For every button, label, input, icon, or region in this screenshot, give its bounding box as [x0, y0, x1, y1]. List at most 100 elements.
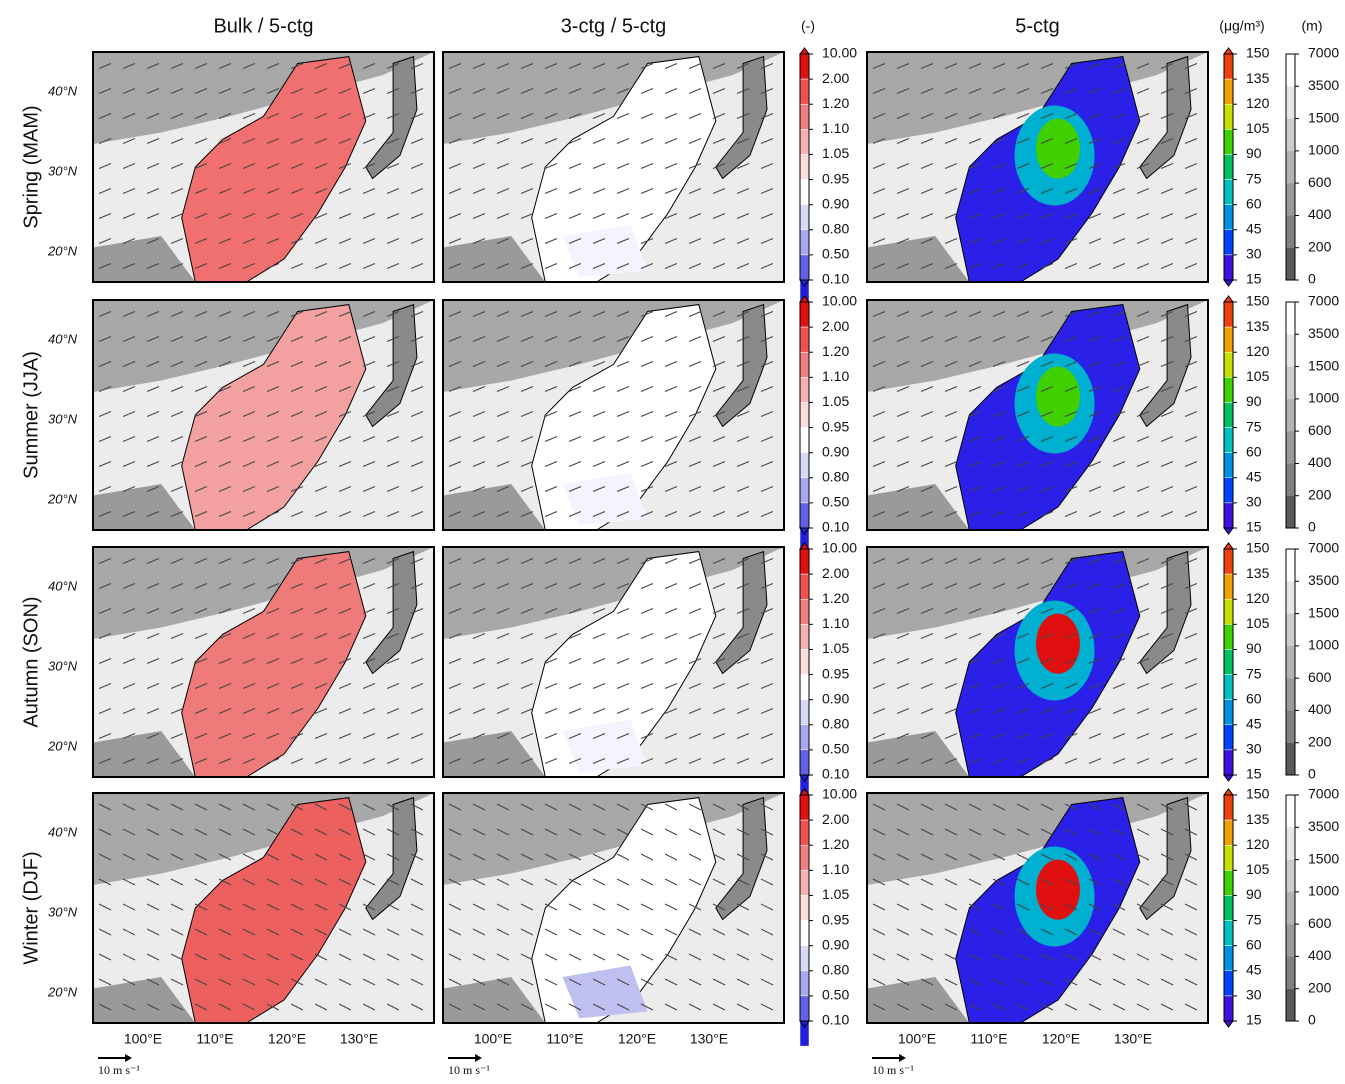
wind-arrow — [1040, 903, 1054, 911]
wind-arrow — [688, 386, 702, 392]
wind-arrow — [760, 238, 774, 244]
wind-arrow — [640, 878, 654, 886]
wind-arrow — [472, 436, 486, 442]
wind-arrow — [616, 461, 630, 467]
wind-arrow — [98, 608, 112, 614]
wind-arrow — [616, 683, 630, 689]
wind-arrow — [1040, 361, 1054, 367]
colorbar-tick-label: 0.10 — [822, 766, 849, 782]
wind-arrow — [664, 263, 678, 269]
wind-arrow — [448, 683, 462, 689]
wind-arrow — [362, 608, 376, 614]
wind-arrow — [640, 928, 654, 936]
wind-arrow — [242, 658, 256, 664]
wind-arrow — [896, 1003, 910, 1011]
wind-arrow — [760, 163, 774, 169]
wind-arrow — [1040, 411, 1054, 417]
wind-arrow — [1112, 411, 1126, 417]
wind-arrow — [266, 583, 280, 589]
wind-arrow — [386, 163, 400, 169]
colorbar-tick-label: 0 — [1308, 519, 1316, 535]
wind-arrow — [520, 733, 534, 739]
wind-arrow — [1016, 583, 1030, 589]
wind-arrow — [992, 583, 1006, 589]
colorbar-segment — [1223, 844, 1234, 871]
wind-arrow — [338, 138, 352, 144]
wind-arrow — [1016, 558, 1030, 564]
wind-arrow — [146, 583, 160, 589]
wind-arrow — [1136, 758, 1150, 764]
wind-arrow — [944, 461, 958, 467]
wind-arrow — [1016, 828, 1030, 836]
wind-arrow — [496, 386, 510, 392]
wind-arrow — [944, 63, 958, 69]
wind-arrow — [170, 138, 184, 144]
wind-arrow — [338, 113, 352, 119]
wind-arrow — [1064, 928, 1078, 936]
wind-arrow — [448, 213, 462, 219]
wind-arrow — [992, 336, 1006, 342]
wind-arrow — [448, 436, 462, 442]
wind-arrow — [496, 828, 510, 836]
wind-arrow — [520, 138, 534, 144]
wind-arrow — [920, 733, 934, 739]
wind-arrow — [1064, 361, 1078, 367]
wind-arrow — [896, 386, 910, 392]
wind-arrow — [664, 213, 678, 219]
colorbar-tick-label: 15 — [1246, 519, 1262, 535]
wind-arrow — [1160, 758, 1174, 764]
wind-arrow — [218, 361, 232, 367]
wind-arrow — [386, 803, 400, 811]
wind-arrow — [992, 436, 1006, 442]
wind-arrow — [640, 658, 654, 664]
colorbar-segment — [799, 895, 810, 921]
wind-arrow — [1184, 188, 1198, 194]
wind-arrow — [568, 88, 582, 94]
wind-arrow — [410, 658, 424, 664]
wind-arrow — [386, 828, 400, 836]
wind-arrow — [410, 708, 424, 714]
wind-arrow — [314, 361, 328, 367]
wind-arrow — [568, 238, 582, 244]
wind-arrow — [1136, 486, 1150, 492]
wind-arrow — [496, 758, 510, 764]
wind-arrow — [242, 163, 256, 169]
colorbar-segment — [1286, 795, 1295, 828]
wind-arrow — [194, 361, 208, 367]
wind-arrow — [872, 978, 886, 986]
wind-arrow — [218, 633, 232, 639]
colorbar-extend — [799, 279, 810, 287]
wind-arrow — [592, 978, 606, 986]
wind-arrow — [194, 978, 208, 986]
wind-arrow — [1064, 511, 1078, 517]
wind-arrow — [712, 853, 726, 861]
colorbar-extend — [1223, 527, 1234, 535]
wind-arrow — [1136, 583, 1150, 589]
wind-arrow — [688, 733, 702, 739]
wind-arrow — [544, 511, 558, 517]
wind-arrow — [568, 633, 582, 639]
wind-arrow — [1184, 1003, 1198, 1011]
colorbar-extend — [799, 774, 810, 782]
wind-arrow — [242, 733, 256, 739]
wind-arrow — [1184, 878, 1198, 886]
colorbar-extend — [1223, 788, 1234, 796]
wind-arrow — [640, 903, 654, 911]
wind-arrow — [314, 978, 328, 986]
wind-arrow — [920, 63, 934, 69]
colorbar-segment — [1223, 326, 1234, 353]
wind-arrow — [544, 708, 558, 714]
wind-arrow — [146, 263, 160, 269]
wind-arrow — [992, 953, 1006, 961]
wind-arrow — [1088, 213, 1102, 219]
wind-arrow — [448, 978, 462, 986]
wind-arrow — [1112, 928, 1126, 936]
wind-arrow — [1160, 633, 1174, 639]
colorbar-segment — [799, 78, 810, 105]
wind-arrow — [362, 683, 376, 689]
wind-arrow — [1088, 113, 1102, 119]
wind-arrow — [338, 658, 352, 664]
wind-arrow — [496, 733, 510, 739]
wind-arrow — [640, 558, 654, 564]
wind-arrow — [218, 708, 232, 714]
